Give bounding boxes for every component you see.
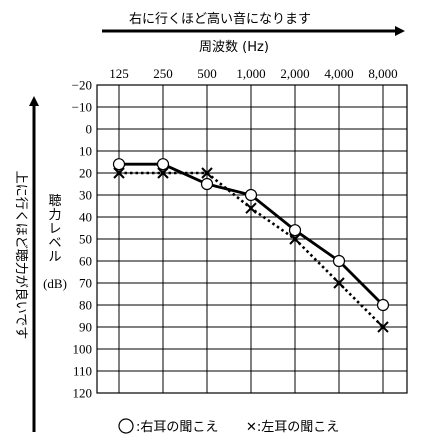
left-ear-point xyxy=(157,167,169,179)
x-tick-label: 250 xyxy=(153,66,173,81)
x-tick-label: 2,000 xyxy=(280,66,309,81)
right-ear-point xyxy=(200,177,214,191)
right-ear-point xyxy=(112,158,126,171)
top-direction-arrow-head xyxy=(395,26,405,36)
y-tick-label: 60 xyxy=(79,254,92,269)
left-direction-label: 上に行くほど聴力が良いです xyxy=(13,171,29,340)
left-ear-point xyxy=(245,202,257,214)
y-tick-label: 50 xyxy=(79,232,92,247)
y-tick-label: 10 xyxy=(79,144,92,159)
y-tick-label: 120 xyxy=(73,386,93,401)
x-tick-labels: 125 250 500 1,000 2,000 4,000 8,000 xyxy=(109,66,397,81)
right-ear-point xyxy=(332,254,346,268)
legend-left-ear-label: ✕:左耳の聞こえ xyxy=(246,420,339,435)
grid xyxy=(96,84,408,394)
left-ear-point xyxy=(333,277,345,289)
left-ear-point xyxy=(201,167,213,179)
y-tick-labels: −20 −10 0 10 20 30 40 50 60 70 80 90 100 110 120 xyxy=(72,78,92,401)
legend: :右耳の聞こえ ✕:左耳の聞こえ xyxy=(118,418,339,435)
x-tick-label: 1,000 xyxy=(236,66,265,81)
x-axis-title: 周波数 (Hz) xyxy=(199,40,269,55)
x-tick-label: 125 xyxy=(109,66,129,81)
y-tick-label: 20 xyxy=(79,166,92,181)
left-ear-point-stroke xyxy=(201,167,213,179)
y-tick-label: 0 xyxy=(86,122,93,137)
y-axis-title-char: ル xyxy=(48,250,61,265)
y-tick-label: 100 xyxy=(73,342,93,357)
left-ear-point xyxy=(113,167,125,179)
left-ear-point-stroke xyxy=(245,202,257,214)
series-layer xyxy=(112,158,390,333)
left-ear-point xyxy=(289,233,301,245)
left-ear-point-stroke xyxy=(333,277,345,289)
left-ear-point xyxy=(377,321,389,333)
x-tick-label: 8,000 xyxy=(368,66,397,81)
left-ear-point-stroke xyxy=(113,167,125,179)
y-tick-label: 80 xyxy=(79,298,92,313)
right-ear-point xyxy=(244,188,258,202)
y-tick-label: −10 xyxy=(72,100,92,115)
y-axis-title-char: 力 xyxy=(48,208,61,223)
y-axis-title-char: ベ xyxy=(48,236,61,251)
right-ear-point xyxy=(288,224,302,237)
left-ear-point-stroke xyxy=(157,167,169,179)
y-tick-label: 30 xyxy=(79,188,92,203)
y-axis-title-char: 聴 xyxy=(48,194,61,209)
y-tick-label: 90 xyxy=(79,320,92,335)
y-tick-label: 110 xyxy=(73,364,92,379)
y-tick-label: −20 xyxy=(72,78,92,93)
legend-right-ear-label: :右耳の聞こえ xyxy=(136,420,218,435)
right-ear-point xyxy=(376,298,390,312)
y-tick-label: 70 xyxy=(79,276,92,291)
y-axis-title-char: レ xyxy=(48,222,61,237)
left-ear-point-stroke xyxy=(289,233,301,245)
x-tick-label: 500 xyxy=(197,66,217,81)
right-ear-point xyxy=(156,158,170,171)
y-tick-label: 40 xyxy=(79,210,92,225)
left-direction-arrow-head xyxy=(29,96,39,106)
left-ear-point-stroke xyxy=(377,321,389,333)
x-tick-label: 4,000 xyxy=(324,66,353,81)
legend-circle-marker xyxy=(118,418,134,434)
top-direction-label: 右に行くほど高い音になります xyxy=(129,11,311,27)
y-axis-unit: (dB) xyxy=(43,276,67,291)
